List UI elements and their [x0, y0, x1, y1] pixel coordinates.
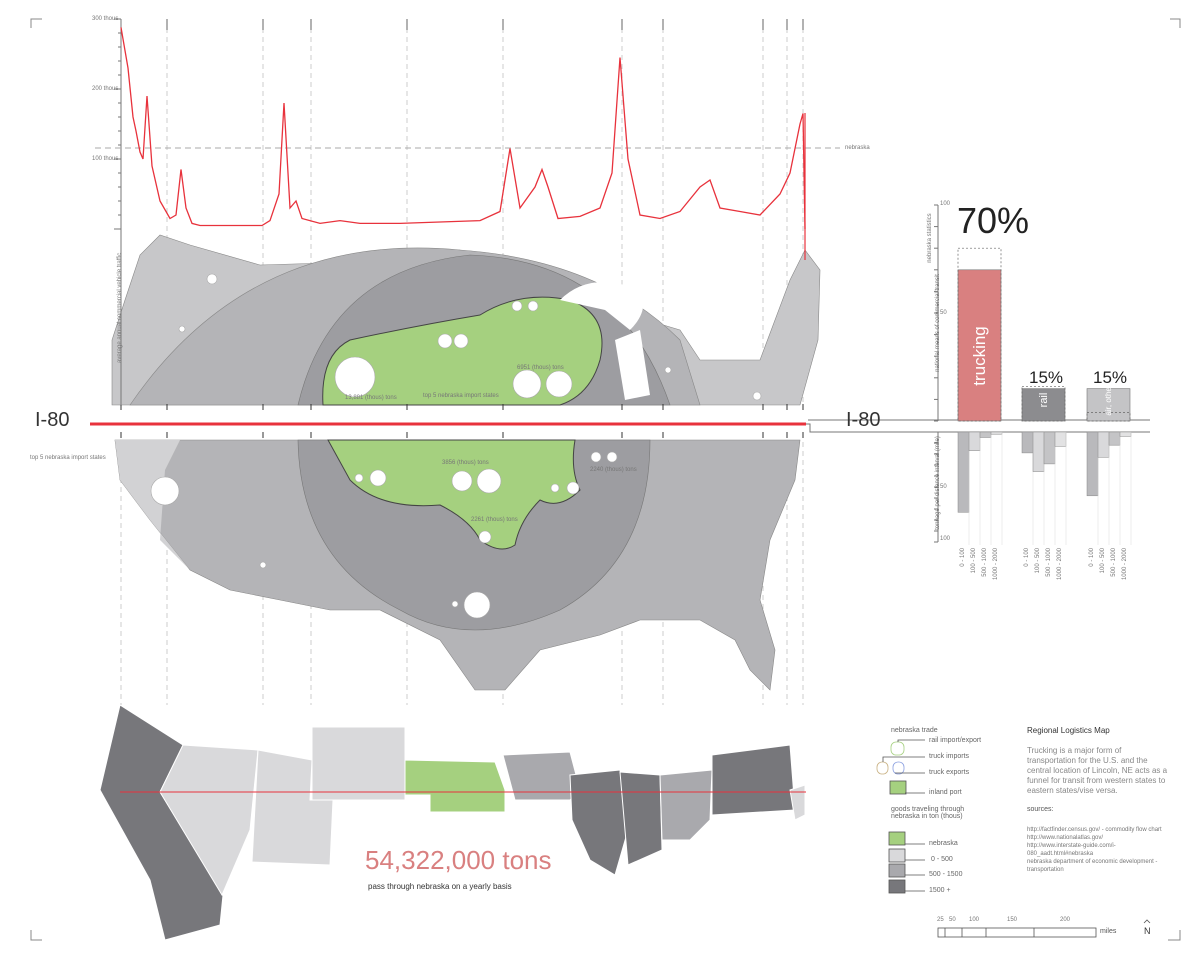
tonnage-bar — [968, 431, 981, 451]
mode-bar-label: rail — [1037, 392, 1050, 408]
sources-title: sources: — [1027, 806, 1054, 813]
interval-label: 1000 - 2000 — [1057, 548, 1063, 581]
interval-label: 100 - 500 — [971, 548, 977, 574]
legend-range-3: 1500 + — [929, 887, 951, 894]
tonnage-bar — [1021, 431, 1034, 454]
nebraska-stats-legend: nebraska statistics — [927, 213, 933, 263]
corner-marks — [30, 18, 1181, 941]
interval-label: 100 - 500 — [1100, 548, 1106, 574]
mode-bar-label: air, other — [1103, 384, 1113, 416]
legend-rail: rail import/export — [929, 737, 982, 744]
top5-label-upper: top 5 nebraska import states — [423, 393, 499, 399]
legend-nebraska: nebraska — [929, 840, 958, 847]
state-pennsylvania — [711, 744, 796, 816]
legend-range-1: 0 - 500 — [931, 856, 953, 863]
interval-label: 500 - 1000 — [1046, 548, 1052, 577]
sources-list: http://factfinder.census.gov/ - commodit… — [1027, 826, 1172, 874]
legend-truck-imports: truck imports — [929, 753, 970, 760]
state-iowa — [502, 751, 581, 801]
scale-tick-25: 25 — [937, 917, 944, 923]
tonnage-bar — [957, 431, 970, 513]
interval-label: 500 - 1000 — [982, 548, 988, 577]
i80-label-right: I-80 — [846, 409, 881, 431]
state-illinois — [569, 769, 629, 876]
total-caption: pass through nebraska on a yearly basis — [368, 882, 512, 891]
source-link[interactable]: http://www.interstate-guide.com/i-080_aa… — [1027, 843, 1116, 857]
traffic-y-axis-label: average annual commercial vehicle traffi… — [117, 252, 123, 363]
nebraska-stat-marker — [957, 247, 1002, 422]
tonnage-label: 2240 (thous) tons — [590, 467, 637, 473]
mode-ytick: 50 — [940, 310, 947, 316]
legend-inland-port: inland port — [929, 789, 962, 796]
info-body: Trucking is a major form of transportati… — [1027, 746, 1168, 795]
scale-tick-100: 100 — [969, 917, 980, 923]
north-arrow-icon: N — [1144, 926, 1151, 936]
legend-truck-exports: truck exports — [929, 769, 970, 776]
route-ticks — [120, 404, 804, 438]
state-nevada — [159, 744, 259, 897]
mode-ytick: 100 — [940, 201, 951, 207]
tonnage-bar — [1119, 431, 1132, 437]
info-title: Regional Logistics Map — [1027, 726, 1110, 735]
traffic-chart — [95, 18, 840, 405]
nebraska-stat-marker — [1021, 386, 1066, 422]
trucking-percent: 70% — [957, 200, 1030, 241]
state-nebraska — [404, 759, 506, 813]
mode-ytick: 50 — [940, 484, 947, 490]
tonnage-label: 6951 (thous) tons — [517, 365, 564, 371]
state-ohio — [659, 769, 713, 841]
state-indiana — [619, 771, 663, 866]
tonnage-bar — [1054, 431, 1067, 447]
scale-unit: miles — [1100, 928, 1117, 935]
tonnage-label: 13,881 (thous) tons — [345, 395, 397, 401]
scale-tick-150: 150 — [1007, 917, 1018, 923]
i80-states-strip — [99, 704, 806, 941]
legend-title-goods: goods traveling through nebraska in ton … — [891, 806, 965, 820]
ytick-200: 200 thous — [92, 86, 119, 92]
traffic-series-line — [120, 27, 806, 230]
tonnage-label: 3856 (thous) tons — [442, 460, 489, 466]
legend-range-2: 500 - 1500 — [929, 871, 963, 878]
state-wyoming — [311, 726, 406, 801]
nebraska-reference-label: nebraska — [845, 145, 870, 151]
ytick-100: 100 thous — [92, 156, 119, 162]
air-other-percent: 15% — [1093, 368, 1128, 387]
source-text: nebraska department of economic developm… — [1027, 859, 1158, 873]
nebraska-stat-marker — [1086, 412, 1131, 422]
source-link[interactable]: http://factfinder.census.gov/ - commodit… — [1027, 827, 1162, 833]
mode-bar-label: trucking — [969, 326, 989, 386]
rail-percent: 15% — [1029, 368, 1064, 387]
scale-bar — [937, 919, 1151, 938]
interval-label: 0 - 100 — [960, 548, 966, 567]
mode-ytick: 100 — [940, 536, 951, 542]
tonnage-bar — [1086, 431, 1099, 497]
scale-tick-200: 200 — [1060, 917, 1071, 923]
source-link[interactable]: http://www.nationalatlas.gov/ — [1027, 835, 1104, 841]
ytick-300: 300 thous — [92, 16, 119, 22]
interval-label: 1000 - 2000 — [993, 548, 999, 581]
tonnage-label: 2261 (thous) tons — [471, 517, 518, 523]
mode-y-axis-label-top: national means of commercial transit — [935, 274, 941, 372]
top5-label-lower: top 5 nebraska import states — [30, 455, 106, 461]
i80-label-left: I-80 — [35, 409, 70, 431]
lower-us-map — [114, 439, 801, 691]
interval-label: 0 - 100 — [1024, 548, 1030, 567]
interval-label: 1000 - 2000 — [1122, 548, 1128, 581]
interval-label: 100 - 500 — [1035, 548, 1041, 574]
tonnage-bar — [990, 431, 1003, 435]
tonnage-bar — [979, 431, 992, 438]
upper-us-map — [111, 234, 821, 406]
legend-title-trade: nebraska trade — [891, 727, 938, 734]
mode-bar-1 — [1021, 388, 1066, 422]
mode-share-chart — [934, 204, 1132, 545]
mode-bar-2 — [1086, 388, 1131, 422]
interval-label: 500 - 1000 — [1111, 548, 1117, 577]
interval-label: 0 - 100 — [1089, 548, 1095, 567]
total-tonnage: 54,322,000 tons — [365, 845, 552, 875]
legend-swatches — [876, 739, 925, 894]
scale-tick-50: 50 — [949, 917, 956, 923]
state-new-jersey — [789, 784, 806, 821]
